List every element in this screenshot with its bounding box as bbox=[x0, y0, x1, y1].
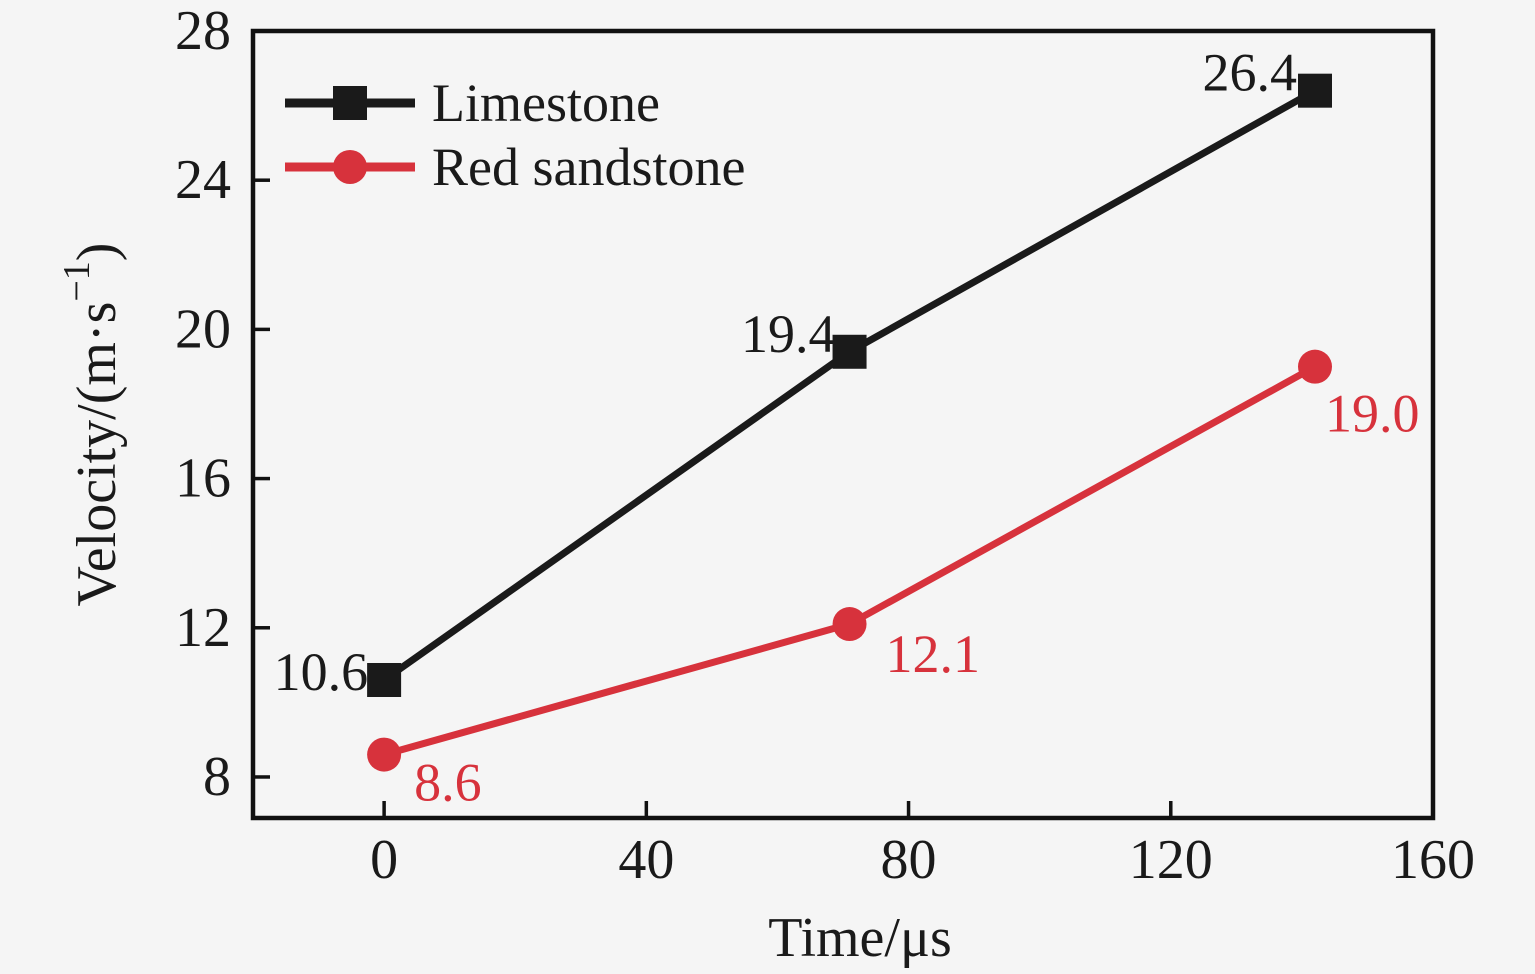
data-label-red-sandstone-2: 19.0 bbox=[1325, 384, 1420, 444]
y-tick-label: 20 bbox=[175, 298, 231, 360]
data-point-limestone-2 bbox=[1298, 73, 1332, 108]
data-label-limestone-2: 26.4 bbox=[1203, 43, 1298, 103]
y-tick-label: 16 bbox=[175, 448, 231, 510]
legend-label: Limestone bbox=[432, 73, 660, 133]
x-tick-label: 160 bbox=[1391, 829, 1475, 891]
legend-item-limestone: Limestone bbox=[285, 73, 660, 133]
legend-circle-marker-icon bbox=[333, 150, 367, 184]
x-tick-label: 40 bbox=[618, 829, 674, 891]
data-point-limestone-1 bbox=[832, 334, 867, 369]
x-axis-title: Time/μs bbox=[768, 907, 952, 969]
series-line-red-sandstone bbox=[383, 363, 1317, 758]
x-tick-label: 120 bbox=[1129, 829, 1213, 891]
data-point-limestone-0 bbox=[367, 662, 402, 697]
x-tick-label: 80 bbox=[881, 829, 937, 891]
data-point-red-sandstone-0 bbox=[367, 737, 402, 772]
legend-square-marker-icon bbox=[333, 86, 367, 120]
data-label-limestone-0: 10.6 bbox=[274, 642, 369, 702]
y-tick-label: 28 bbox=[175, 0, 231, 62]
data-label-red-sandstone-1: 12.1 bbox=[886, 624, 981, 684]
y-tick-label: 12 bbox=[175, 597, 231, 659]
data-point-red-sandstone-2 bbox=[1298, 349, 1332, 384]
y-tick-label: 8 bbox=[203, 746, 231, 808]
y-tick-label: 24 bbox=[175, 149, 231, 211]
x-tick-label: 0 bbox=[370, 829, 398, 891]
legend-item-red-sandstone: Red sandstone bbox=[285, 137, 745, 197]
plot-area-frame bbox=[250, 28, 1436, 821]
data-label-red-sandstone-0: 8.6 bbox=[414, 753, 482, 813]
y-axis-title: Velocity/(m·s−1) bbox=[56, 243, 128, 607]
data-label-limestone-1: 19.4 bbox=[741, 304, 836, 364]
data-point-red-sandstone-1 bbox=[832, 607, 867, 642]
legend-label: Red sandstone bbox=[432, 137, 745, 197]
